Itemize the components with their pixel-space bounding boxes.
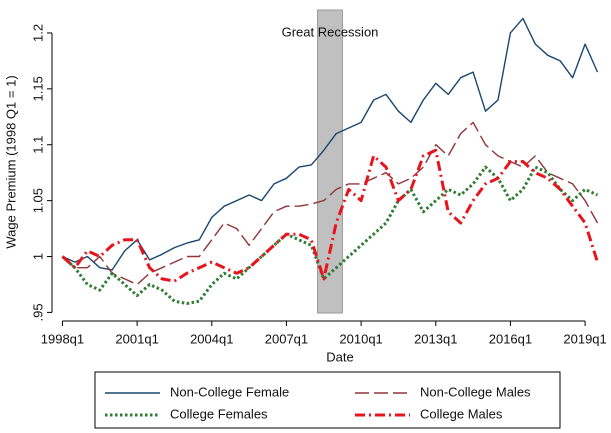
x-tick-label: 2019q1	[563, 331, 606, 346]
y-tick-label: 1.05	[30, 188, 45, 213]
x-tick-label: 2001q1	[115, 331, 158, 346]
legend-label: Non-College Males	[420, 384, 531, 399]
x-tick-label: 2010q1	[339, 331, 382, 346]
y-axis-label: Wage Premium (1998 Q1 = 1)	[3, 75, 18, 248]
recession-band	[317, 9, 343, 314]
legend-box	[94, 371, 561, 429]
legend-label: Non-College Female	[170, 384, 289, 399]
series-line	[62, 121, 599, 286]
y-tick-label: 1	[30, 253, 45, 260]
x-tick-label: 1998q1	[41, 331, 84, 346]
y-tick-label: 1.15	[30, 76, 45, 101]
x-axis-label: Date	[326, 349, 353, 364]
series-line	[61, 148, 599, 283]
y-tick-label: 1.1	[30, 136, 45, 154]
series-line	[61, 165, 599, 305]
recession-label: Great Recession	[282, 24, 379, 39]
y-tick-label: .95	[30, 303, 45, 321]
series-line	[62, 17, 599, 271]
y-tick-label: 1.2	[30, 24, 45, 42]
x-tick-label: 2004q1	[190, 331, 233, 346]
legend-label: College Females	[170, 406, 268, 421]
x-tick-label: 2016q1	[489, 331, 532, 346]
x-tick-label: 2013q1	[414, 331, 457, 346]
legend-label: College Males	[420, 406, 503, 421]
x-tick-label: 2007q1	[265, 331, 308, 346]
